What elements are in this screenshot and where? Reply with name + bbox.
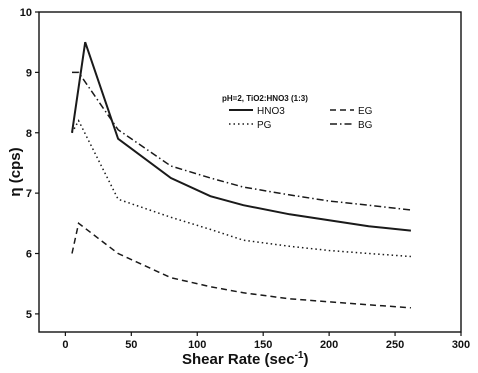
legend-label-eg: EG — [358, 106, 373, 117]
y-tick-label: 7 — [26, 188, 32, 200]
x-tick-label: 150 — [254, 339, 272, 351]
series-line-bg — [72, 71, 411, 211]
x-tick-label: 0 — [62, 339, 68, 351]
legend-label-bg: BG — [358, 120, 373, 131]
y-tick-label: 8 — [26, 128, 32, 140]
y-tick-label: 6 — [26, 249, 32, 261]
x-axis-title: Shear Rate (sec-1) — [182, 350, 308, 368]
y-tick-label: 5 — [26, 309, 32, 321]
series-line-eg — [71, 221, 411, 309]
legend-items: HNO3 EG PG BG — [229, 106, 373, 131]
axis-ticks: 0 50 100 150 200 250 300 5 6 7 8 9 10 — [20, 7, 470, 351]
series-line-pg — [71, 119, 411, 258]
legend-label-hno3: HNO3 — [257, 106, 285, 117]
plot-frame — [38, 11, 462, 333]
legend-label-pg: PG — [257, 120, 272, 131]
series-line-hno3 — [71, 41, 412, 232]
x-tick-label: 100 — [188, 339, 206, 351]
x-tick-label: 50 — [125, 339, 137, 351]
y-axis-title: η (cps) — [7, 147, 24, 196]
legend-title: pH=2, TiO2:HNO3 (1:3) — [222, 94, 308, 103]
x-axis-title-superscript: -1 — [295, 350, 304, 361]
x-tick-label: 250 — [386, 339, 404, 351]
legend: pH=2, TiO2:HNO3 (1:3) HNO3 EG PG BG — [222, 94, 373, 131]
y-tick-label: 9 — [26, 67, 32, 79]
x-axis-title-main: Shear Rate (sec — [182, 351, 295, 368]
x-axis-title-close: ) — [303, 351, 308, 368]
series-layer — [71, 41, 412, 309]
x-tick-label: 200 — [320, 339, 338, 351]
x-tick-label: 300 — [452, 339, 470, 351]
y-tick-label: 10 — [20, 7, 32, 19]
